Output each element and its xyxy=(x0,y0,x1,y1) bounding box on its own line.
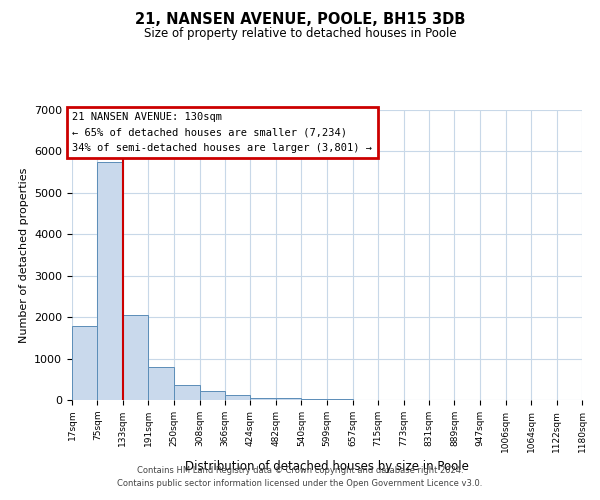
Bar xyxy=(250,398,276,400)
Bar xyxy=(123,315,148,400)
Bar xyxy=(301,399,327,400)
Text: 21 NANSEN AVENUE: 130sqm
← 65% of detached houses are smaller (7,234)
34% of sem: 21 NANSEN AVENUE: 130sqm ← 65% of detach… xyxy=(73,112,373,154)
Text: Contains HM Land Registry data © Crown copyright and database right 2024.
Contai: Contains HM Land Registry data © Crown c… xyxy=(118,466,482,487)
X-axis label: Distribution of detached houses by size in Poole: Distribution of detached houses by size … xyxy=(185,460,469,473)
Bar xyxy=(327,399,353,400)
Text: Size of property relative to detached houses in Poole: Size of property relative to detached ho… xyxy=(143,28,457,40)
Bar xyxy=(72,326,97,400)
Bar xyxy=(148,367,174,400)
Bar xyxy=(200,391,225,400)
Text: 21, NANSEN AVENUE, POOLE, BH15 3DB: 21, NANSEN AVENUE, POOLE, BH15 3DB xyxy=(135,12,465,28)
Y-axis label: Number of detached properties: Number of detached properties xyxy=(19,168,29,342)
Bar xyxy=(97,162,123,400)
Bar xyxy=(276,398,301,400)
Bar xyxy=(174,385,200,400)
Bar xyxy=(225,396,250,400)
